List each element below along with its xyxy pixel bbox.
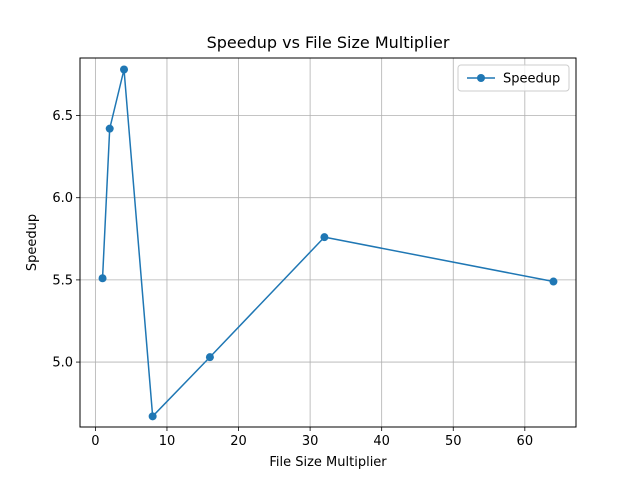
plot-frame	[79, 57, 577, 428]
data-point	[549, 277, 558, 286]
x-tick-label: 30	[302, 434, 319, 449]
y-tick-label: 6.5	[52, 109, 73, 124]
data-point	[105, 124, 114, 133]
data-point	[120, 65, 129, 74]
y-axis-title: Speedup	[25, 214, 40, 271]
data-point	[320, 233, 329, 242]
x-tick-label: 0	[91, 434, 99, 449]
y-tick-label: 5.5	[52, 273, 73, 288]
y-tick-label: 5.0	[52, 356, 73, 371]
legend-label: Speedup	[503, 72, 560, 87]
legend-marker-swatch	[477, 74, 485, 82]
data-point	[205, 353, 214, 362]
data-point	[148, 412, 157, 421]
x-tick-label: 10	[159, 434, 176, 449]
legend: Speedup	[457, 64, 570, 92]
x-tick-label: 50	[445, 434, 462, 449]
data-point	[98, 274, 107, 283]
x-tick-label: 60	[517, 434, 534, 449]
x-axis-title: File Size Multiplier	[269, 455, 387, 470]
x-tick-label: 20	[230, 434, 247, 449]
ticks: 0 10 20 30 40 50 60 5.0 5.5 6.0 6.5	[52, 109, 533, 449]
series	[98, 65, 558, 421]
x-tick-label: 40	[373, 434, 390, 449]
grid	[80, 58, 576, 427]
y-tick-label: 6.0	[52, 191, 73, 206]
legend-box	[457, 64, 570, 92]
chart-title: Speedup vs File Size Multiplier	[207, 33, 450, 52]
